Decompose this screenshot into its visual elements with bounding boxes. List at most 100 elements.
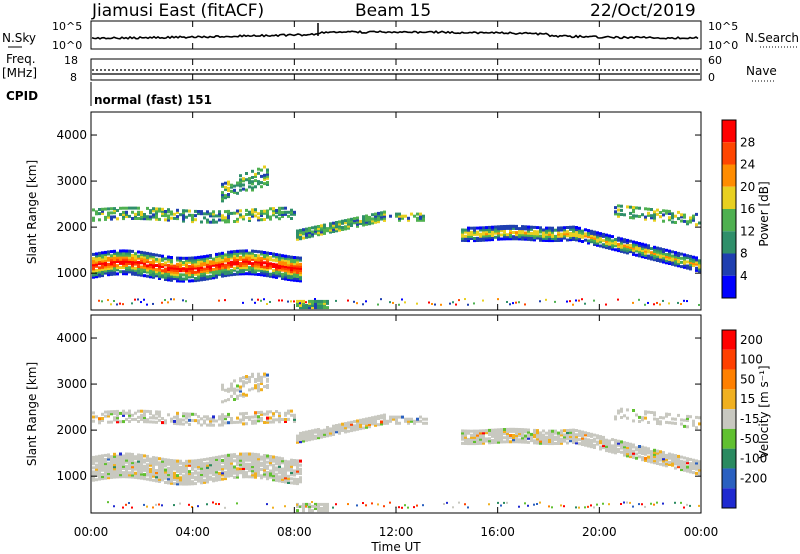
- heatmap-cell: [497, 229, 500, 233]
- heatmap-cell: [209, 214, 212, 218]
- heatmap-cell: [278, 257, 281, 261]
- heatmap-cell: [632, 206, 635, 209]
- heatmap-cell: [242, 177, 245, 181]
- heatmap-cell: [563, 230, 566, 234]
- heatmap-cell: [683, 253, 686, 257]
- heatmap-cell: [293, 471, 296, 475]
- heatmap-cell: [182, 474, 185, 478]
- heatmap-cell: [461, 435, 464, 439]
- heatmap-cell: [221, 251, 224, 255]
- heatmap-cell: [464, 298, 466, 301]
- heatmap-cell: [563, 437, 566, 441]
- heatmap-cell: [209, 264, 212, 268]
- heatmap-cell: [671, 417, 674, 421]
- heatmap-cell: [290, 261, 293, 265]
- heatmap-cell: [116, 209, 119, 212]
- heatmap-cell: [596, 503, 598, 506]
- heatmap-cell: [308, 429, 311, 433]
- heatmap-cell: [551, 234, 554, 238]
- heatmap-cell: [131, 471, 134, 475]
- heatmap-cell: [209, 274, 212, 278]
- heatmap-cell: [632, 409, 635, 412]
- heatmap-cell: [161, 421, 164, 425]
- heatmap-cell: [302, 306, 305, 310]
- heatmap-cell: [239, 266, 242, 270]
- heatmap-cell: [287, 214, 290, 218]
- heatmap-cell: [194, 218, 197, 222]
- heatmap-cell: [554, 429, 557, 433]
- heatmap-cell: [215, 466, 218, 470]
- heatmap-cell: [317, 434, 320, 438]
- heatmap-cell: [572, 236, 575, 239]
- heatmap-cell: [293, 276, 296, 280]
- heatmap-cell: [179, 478, 182, 482]
- heatmap-cell: [284, 277, 287, 281]
- heatmap-cell: [257, 266, 260, 270]
- heatmap-cell: [92, 265, 95, 269]
- heatmap-cell: [656, 246, 659, 250]
- heatmap-cell: [191, 262, 194, 266]
- heatmap-cell: [92, 460, 95, 464]
- heatmap-cell: [674, 263, 677, 267]
- heatmap-cell: [335, 223, 338, 227]
- heatmap-cell: [116, 467, 119, 471]
- heatmap-cell: [578, 438, 581, 442]
- heatmap-cell: [185, 480, 188, 484]
- heatmap-cell: [101, 458, 104, 462]
- heatmap-cell: [272, 418, 275, 422]
- heatmap-cell: [206, 269, 209, 273]
- heatmap-cell: [638, 451, 641, 455]
- heatmap-cell: [158, 457, 161, 461]
- heatmap-cell: [395, 417, 398, 421]
- heatmap-cell: [689, 464, 692, 468]
- heatmap-cell: [548, 505, 550, 508]
- heatmap-cell: [644, 255, 647, 259]
- heatmap-cell: [605, 237, 608, 241]
- heatmap-cell: [419, 419, 422, 423]
- heatmap-cell: [395, 505, 397, 508]
- heatmap-cell: [278, 467, 281, 470]
- heatmap-cell: [539, 230, 542, 234]
- heatmap-cell: [215, 271, 218, 275]
- heatmap-cell: [248, 219, 251, 222]
- heatmap-cell: [173, 415, 176, 419]
- heatmap-cell: [347, 224, 350, 228]
- heatmap-cell: [167, 210, 170, 214]
- heatmap-cell: [644, 410, 647, 414]
- heatmap-cell: [128, 473, 131, 477]
- heatmap-cell: [272, 474, 275, 478]
- heatmap-cell: [113, 272, 116, 276]
- heatmap-cell: [164, 462, 167, 466]
- heatmap-cell: [158, 475, 161, 479]
- heatmap-cell: [671, 455, 674, 459]
- heatmap-cell: [497, 231, 500, 235]
- heatmap-cell: [281, 256, 284, 260]
- heatmap-cell: [107, 410, 110, 414]
- heatmap-cell: [164, 212, 167, 216]
- heatmap-cell: [611, 241, 614, 245]
- heatmap-cell: [596, 239, 599, 243]
- heatmap-cell: [185, 271, 188, 275]
- heatmap-cell: [290, 464, 293, 468]
- heatmap-cell: [620, 243, 623, 247]
- heatmap-cell: [278, 261, 281, 265]
- heatmap-cell: [290, 458, 293, 462]
- heatmap-cell: [542, 238, 545, 242]
- heatmap-cell: [269, 455, 272, 458]
- heatmap-cell: [197, 278, 200, 282]
- heatmap-cell: [509, 436, 512, 440]
- heatmap-cell: [122, 266, 125, 269]
- heatmap-cell: [281, 461, 284, 465]
- heatmap-cell: [530, 236, 533, 240]
- time-axis: 00:00 04:00 08:00 12:00 16:00 20:00 00:00: [74, 21, 718, 539]
- heatmap-cell: [317, 504, 320, 508]
- heatmap-cell: [182, 213, 185, 217]
- cpid-value: normal (fast) 151: [94, 93, 212, 107]
- heatmap-cell: [686, 417, 689, 420]
- heatmap-cell: [221, 421, 224, 425]
- heatmap-cell: [299, 277, 302, 281]
- heatmap-cell: [110, 420, 113, 424]
- heatmap-cell: [257, 171, 260, 175]
- heatmap-cell: [101, 475, 104, 479]
- heatmap-cell: [308, 229, 311, 232]
